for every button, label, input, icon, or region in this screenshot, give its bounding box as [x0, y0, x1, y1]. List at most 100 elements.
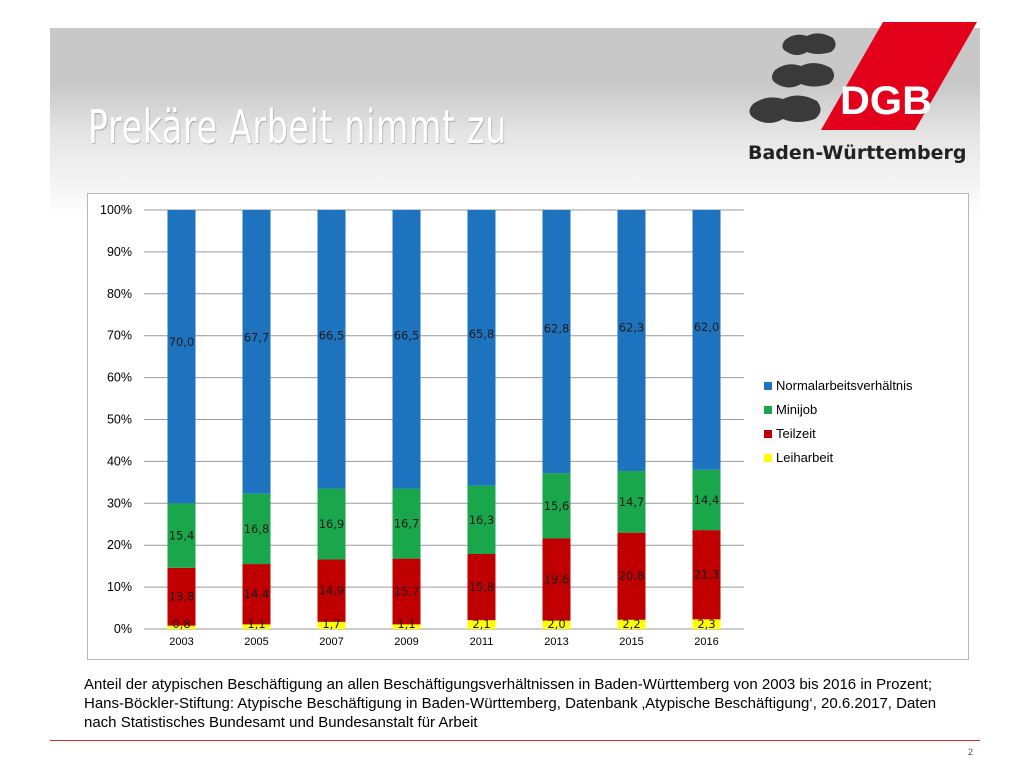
bar-segment-normalarbeitsverhältnis [542, 210, 571, 474]
y-tick-label: 10% [107, 580, 132, 594]
data-label-minijob: 15,6 [544, 499, 570, 513]
data-label-minijob: 14,4 [694, 493, 720, 507]
bar-segment-teilzeit [392, 558, 421, 625]
bar-segment-teilzeit [167, 567, 196, 626]
data-label-minijob: 16,7 [394, 517, 420, 531]
data-label-normalarbeitsverhältnis: 62,8 [544, 321, 570, 335]
data-label-minijob: 16,8 [244, 522, 270, 536]
bar-segment-minijob [167, 503, 196, 568]
x-tick-label: 2013 [544, 636, 568, 648]
y-tick-label: 50% [107, 413, 132, 427]
logo-red-parallelogram [821, 22, 977, 130]
bar-segment-leiharbeit [617, 619, 646, 629]
bar-segment-minijob [317, 488, 346, 560]
bar-segment-teilzeit [617, 532, 646, 620]
stacked-bar-chart: 0% 10% 20% 30% 40% 50% 60% 70% 80% 90% 100% 2003 200… [100, 203, 913, 648]
data-label-normalarbeitsverhältnis: 70,0 [169, 335, 195, 349]
x-tick-label: 2003 [169, 636, 193, 648]
bar-segment-leiharbeit [692, 619, 721, 629]
bar-segment-normalarbeitsverhältnis [692, 210, 721, 470]
y-tick-label: 60% [107, 371, 132, 385]
data-label-normalarbeitsverhältnis: 65,8 [469, 327, 495, 341]
bar-segment-teilzeit [242, 564, 271, 625]
y-tick-label: 80% [107, 287, 132, 301]
bar-segment-normalarbeitsverhältnis [167, 210, 196, 504]
chart-container: 0% 10% 20% 30% 40% 50% 60% 70% 80% 90% 100% 2003 200… [87, 193, 969, 660]
bar-segment-leiharbeit [317, 621, 346, 629]
dgb-logo: DGB [745, 22, 985, 172]
logo-graphic: DGB [749, 22, 977, 130]
x-tick-label: 2011 [470, 636, 494, 648]
data-label-leiharbeit: 2,0 [547, 617, 565, 631]
bar-segment-minijob [692, 469, 721, 531]
legend-label: Minijob [776, 402, 817, 417]
data-label-leiharbeit: 2,2 [622, 617, 640, 631]
data-label-normalarbeitsverhältnis: 62,3 [619, 320, 645, 334]
bar-segment-teilzeit [467, 553, 496, 621]
data-label-normalarbeitsverhältnis: 67,7 [244, 331, 270, 345]
bar-segment-normalarbeitsverhältnis [392, 210, 421, 489]
bar-segment-minijob [542, 473, 571, 539]
x-tick-label: 2016 [694, 636, 718, 648]
data-label-minijob: 16,3 [469, 513, 495, 527]
y-tick-label: 30% [107, 496, 132, 510]
bar-segment-normalarbeitsverhältnis [467, 210, 496, 486]
bar-segment-minijob [242, 493, 271, 565]
data-label-normalarbeitsverhältnis: 62,0 [694, 320, 720, 334]
bar-segment-teilzeit [542, 538, 571, 621]
y-tick-label: 40% [107, 454, 132, 468]
legend-label: Leiharbeit [776, 450, 833, 465]
bottom-divider [50, 740, 980, 741]
x-tick-label: 2009 [394, 636, 418, 648]
lions-emblem-icon [749, 33, 836, 123]
bar-segment-minijob [392, 488, 421, 559]
x-tick-label: 2007 [319, 636, 343, 648]
legend-swatch [764, 406, 772, 414]
data-label-teilzeit: 15,7 [394, 584, 420, 598]
bar-segment-leiharbeit [167, 625, 196, 629]
legend-swatch [764, 382, 772, 390]
region-label: Baden-Württemberg [748, 142, 967, 164]
bar-segment-normalarbeitsverhältnis [242, 210, 271, 494]
bar-segment-teilzeit [692, 530, 721, 620]
x-tick-label: 2005 [244, 636, 268, 648]
bar-segment-leiharbeit [242, 624, 271, 629]
y-tick-label: 0% [114, 622, 132, 636]
data-label-minijob: 16,9 [319, 517, 345, 531]
data-label-teilzeit: 14,4 [244, 587, 270, 601]
y-tick-label: 70% [107, 329, 132, 343]
data-label-leiharbeit: 0,8 [172, 617, 190, 631]
data-label-minijob: 15,4 [169, 529, 195, 543]
data-label-teilzeit: 20,8 [619, 569, 645, 583]
bar-segment-minijob [617, 471, 646, 533]
data-label-teilzeit: 15,8 [469, 580, 495, 594]
logo-text: DGB [840, 79, 932, 123]
data-label-leiharbeit: 2,3 [697, 617, 715, 631]
data-label-teilzeit: 19,6 [544, 573, 570, 587]
bar-segment-minijob [467, 485, 496, 554]
legend-label: Normalarbeitsverhältnis [776, 378, 913, 393]
bar-segment-teilzeit [317, 559, 346, 622]
data-label-teilzeit: 13,8 [169, 590, 195, 604]
bar-segment-leiharbeit [542, 620, 571, 629]
data-label-normalarbeitsverhältnis: 66,5 [319, 328, 345, 342]
data-label-teilzeit: 14,9 [319, 584, 345, 598]
bar-segment-normalarbeitsverhältnis [617, 210, 646, 472]
data-label-leiharbeit: 2,1 [472, 617, 490, 631]
data-label-minijob: 14,7 [619, 495, 645, 509]
bar-segment-normalarbeitsverhältnis [317, 210, 346, 489]
data-label-teilzeit: 21,3 [694, 568, 720, 582]
data-label-leiharbeit: 1,1 [247, 617, 265, 631]
legend-swatch [764, 430, 772, 438]
header-band [50, 28, 980, 218]
y-tick-label: 20% [107, 538, 132, 552]
page-title: Prekäre Arbeit nimmt zu [88, 100, 507, 154]
chart-caption: Anteil der atypischen Beschäftigung an a… [84, 676, 937, 731]
bar-segment-leiharbeit [467, 620, 496, 629]
data-label-leiharbeit: 1,1 [397, 617, 415, 631]
y-tick-label: 100% [100, 203, 132, 217]
page-number: 2 [968, 747, 974, 757]
data-label-leiharbeit: 1,7 [322, 617, 340, 631]
x-tick-label: 2015 [619, 636, 643, 648]
legend-swatch [764, 454, 772, 462]
